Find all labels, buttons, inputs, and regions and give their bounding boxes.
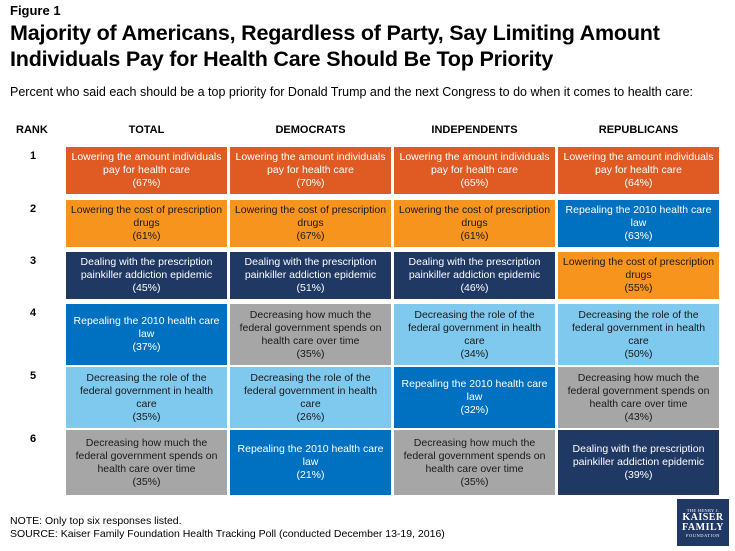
priority-value: (50%): [624, 347, 653, 360]
priority-label: Lowering the amount individuals pay for …: [399, 151, 550, 176]
column-header: DEMOCRATS: [275, 124, 346, 136]
priority-value: (43%): [624, 410, 653, 423]
priority-value: (67%): [296, 230, 325, 242]
priority-label: Decreasing how much the federal governme…: [567, 371, 710, 410]
priority-label: Lowering the amount individuals pay for …: [235, 151, 386, 176]
priority-label: Lowering the cost of prescription drugs: [562, 256, 715, 281]
priority-value: (51%): [296, 282, 325, 294]
priority-cell: Repealing the 2010 health care law (63%): [558, 200, 719, 247]
priority-label: Repealing the 2010 health care law: [565, 204, 712, 229]
priority-cell: Lowering the amount individuals pay for …: [558, 147, 719, 194]
priority-label: Dealing with the prescription painkiller…: [572, 443, 705, 468]
priority-label: Decreasing how much the federal governme…: [239, 308, 382, 347]
priority-label: Decreasing how much the federal governme…: [403, 436, 546, 475]
priority-value: (35%): [132, 410, 161, 423]
logo-line-1: THE HENRY J.: [686, 507, 720, 513]
chart-note: NOTE: Only top six responses listed.: [10, 515, 182, 527]
priority-value: (64%): [624, 177, 653, 189]
priority-label: Lowering the cost of prescription drugs: [70, 204, 223, 229]
kff-logo: THE HENRY J. KAISER FAMILY FOUNDATION: [677, 499, 729, 546]
priority-value: (39%): [624, 469, 653, 481]
priority-label: Repealing the 2010 health care law: [73, 315, 220, 340]
priority-cell: Dealing with the prescription painkiller…: [558, 430, 719, 495]
priority-cell: Decreasing how much the federal governme…: [66, 430, 227, 495]
column-header: REPUBLICANS: [598, 124, 679, 136]
priority-label: Repealing the 2010 health care law: [237, 443, 384, 468]
priority-cell: Lowering the amount individuals pay for …: [394, 147, 555, 194]
priority-value: (70%): [296, 177, 325, 189]
priority-cell: Repealing the 2010 health care law (37%): [66, 304, 227, 365]
rank-label: 4: [30, 307, 37, 319]
priority-cell: Decreasing the role of the federal gover…: [66, 367, 227, 428]
priority-label: Lowering the amount individuals pay for …: [71, 151, 222, 176]
rank-label: 6: [30, 433, 37, 445]
priority-value: (61%): [132, 230, 161, 242]
rank-header: RANK: [16, 124, 48, 136]
logo-line-4: FOUNDATION: [686, 532, 720, 538]
priority-cell: Lowering the amount individuals pay for …: [230, 147, 391, 194]
logo-line-2: KAISER: [682, 511, 724, 523]
priority-value: (63%): [624, 230, 653, 242]
column-header: INDEPENDENTS: [431, 124, 518, 136]
priority-value: (35%): [296, 347, 325, 360]
priority-label: Dealing with the prescription painkiller…: [244, 256, 377, 281]
priority-value: (67%): [132, 177, 161, 189]
priority-value: (35%): [132, 475, 161, 488]
priority-cell: Repealing the 2010 health care law (32%): [394, 367, 555, 428]
priority-cell: Dealing with the prescription painkiller…: [230, 252, 391, 299]
priority-value: (34%): [460, 347, 489, 360]
priority-cell: Lowering the cost of prescription drugs(…: [66, 200, 227, 247]
priority-value: (32%): [460, 404, 489, 416]
priority-label: Lowering the cost of prescription drugs: [234, 204, 387, 229]
priority-cell: Dealing with the prescription painkiller…: [394, 252, 555, 299]
priority-label: Decreasing the role of the federal gover…: [571, 308, 706, 347]
priority-label: Dealing with the prescription painkiller…: [80, 256, 213, 281]
rank-label: 2: [30, 203, 37, 215]
priority-label: Decreasing how much the federal governme…: [75, 436, 218, 475]
priority-cell: Decreasing how much the federal governme…: [394, 430, 555, 495]
priority-cell: Decreasing the role of the federal gover…: [394, 304, 555, 365]
priority-value: (21%): [296, 469, 325, 481]
priority-label: Decreasing the role of the federal gover…: [79, 371, 214, 410]
chart-source: SOURCE: Kaiser Family Foundation Health …: [10, 528, 445, 540]
priority-cell: Lowering the cost of prescription drugs(…: [230, 200, 391, 247]
rank-label: 3: [30, 255, 37, 267]
priority-value: (45%): [132, 282, 161, 294]
priority-value: (55%): [624, 282, 653, 294]
priority-cell: Decreasing the role of the federal gover…: [230, 367, 391, 428]
priority-label: Repealing the 2010 health care law: [401, 378, 548, 403]
figure-label: Figure 1: [10, 3, 61, 18]
logo-line-3: FAMILY: [682, 521, 724, 533]
priority-label: Lowering the cost of prescription drugs: [398, 204, 551, 229]
priority-label: Lowering the amount individuals pay for …: [563, 151, 714, 176]
priority-cell: Lowering the cost of prescription drugs(…: [394, 200, 555, 247]
column-header: TOTAL: [128, 124, 165, 136]
priority-value: (61%): [460, 230, 489, 242]
priority-cell: Repealing the 2010 health care law (21%): [230, 430, 391, 495]
priority-cell: Decreasing how much the federal governme…: [230, 304, 391, 365]
priority-cell: Lowering the amount individuals pay for …: [66, 147, 227, 194]
priority-value: (46%): [460, 282, 489, 294]
priority-label: Dealing with the prescription painkiller…: [408, 256, 541, 281]
priority-cell: Decreasing the role of the federal gover…: [558, 304, 719, 365]
priority-cell: Lowering the cost of prescription drugs(…: [558, 252, 719, 299]
priority-label: Decreasing the role of the federal gover…: [243, 371, 378, 410]
priority-cell: Decreasing how much the federal governme…: [558, 367, 719, 428]
chart-subtitle: Percent who said each should be a top pr…: [10, 85, 694, 99]
rank-label: 5: [30, 370, 37, 382]
priority-cell: Dealing with the prescription painkiller…: [66, 252, 227, 299]
priority-value: (65%): [460, 177, 489, 189]
priority-value: (37%): [132, 341, 161, 353]
chart-title: Majority of Americans, Regardless of Par…: [10, 21, 660, 71]
priority-value: (26%): [296, 410, 325, 423]
priority-label: Decreasing the role of the federal gover…: [407, 308, 542, 347]
rank-label: 1: [30, 150, 37, 162]
priority-value: (35%): [460, 475, 489, 488]
